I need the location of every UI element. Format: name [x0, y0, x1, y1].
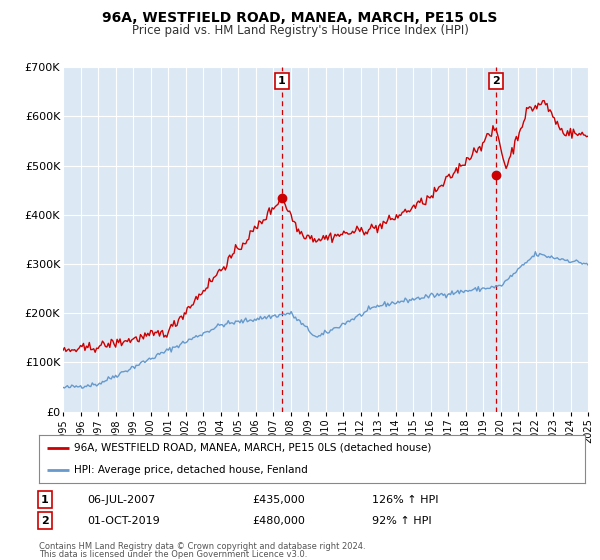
Text: 96A, WESTFIELD ROAD, MANEA, MARCH, PE15 0LS: 96A, WESTFIELD ROAD, MANEA, MARCH, PE15 … — [103, 11, 497, 25]
Text: 06-JUL-2007: 06-JUL-2007 — [87, 494, 155, 505]
Text: HPI: Average price, detached house, Fenland: HPI: Average price, detached house, Fenl… — [74, 465, 308, 475]
Text: Price paid vs. HM Land Registry's House Price Index (HPI): Price paid vs. HM Land Registry's House … — [131, 24, 469, 36]
Text: 01-OCT-2019: 01-OCT-2019 — [87, 516, 160, 526]
Text: 2: 2 — [41, 516, 49, 526]
Text: 92% ↑ HPI: 92% ↑ HPI — [372, 516, 431, 526]
Text: 96A, WESTFIELD ROAD, MANEA, MARCH, PE15 0LS (detached house): 96A, WESTFIELD ROAD, MANEA, MARCH, PE15 … — [74, 443, 432, 453]
Text: This data is licensed under the Open Government Licence v3.0.: This data is licensed under the Open Gov… — [39, 550, 307, 559]
Text: 1: 1 — [41, 494, 49, 505]
Text: £435,000: £435,000 — [252, 494, 305, 505]
Text: 1: 1 — [278, 76, 286, 86]
Text: Contains HM Land Registry data © Crown copyright and database right 2024.: Contains HM Land Registry data © Crown c… — [39, 542, 365, 550]
Text: 126% ↑ HPI: 126% ↑ HPI — [372, 494, 439, 505]
Text: £480,000: £480,000 — [252, 516, 305, 526]
Text: 2: 2 — [492, 76, 500, 86]
